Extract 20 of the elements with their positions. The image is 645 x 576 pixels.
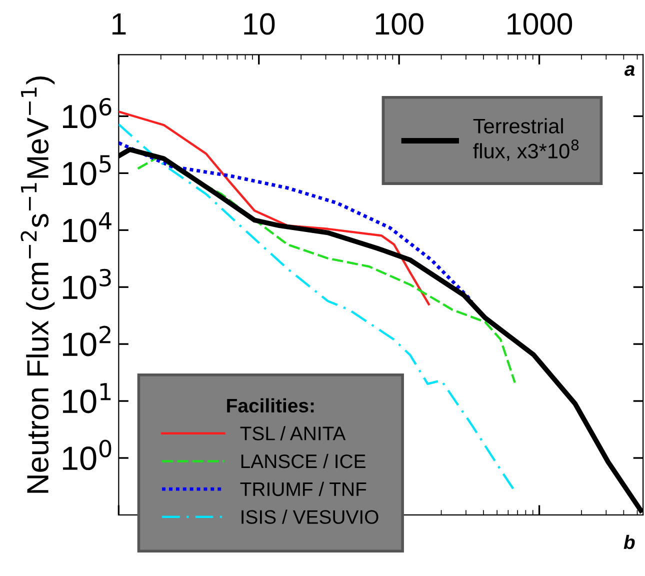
y-tick-label: 10$^{6}$ — [63, 98, 112, 128]
y-tick-label: 10$^{3}$ — [63, 268, 111, 300]
text: b — [624, 534, 635, 550]
y-axis-title: Neutron Flux (cm$^{−2}$s$^{−1}$MeV$^{−1}$) — [20, 76, 55, 493]
legend-label: Terrestrial flux, x3*10$^{8}$ — [473, 118, 579, 161]
legend-label: TRIUMF / TNF — [240, 482, 366, 496]
x-tick-label: 1000 — [508, 13, 572, 35]
legend-title: Facilities: — [227, 398, 314, 413]
legend-label: LANSCE / ICE — [241, 454, 366, 468]
x-tick-label: 100 — [376, 13, 424, 35]
y-tick-label: 10$^{5}$ — [63, 155, 111, 186]
y-tick-label: 10$^{1}$ — [63, 383, 111, 414]
y-tick-label: 10$^{4}$ — [63, 212, 112, 242]
legend-label: ISIS / VESUVIO — [242, 510, 378, 524]
legend-label: TSL / ANITA — [240, 426, 346, 440]
x-tick-label: 1 — [112, 13, 126, 34]
annotation: a — [624, 65, 635, 76]
x-tick-label: 10 — [244, 13, 275, 35]
y-tick-label: 10$^{0}$ — [63, 440, 112, 470]
y-tick-label: 10$^{2}$ — [63, 326, 110, 356]
